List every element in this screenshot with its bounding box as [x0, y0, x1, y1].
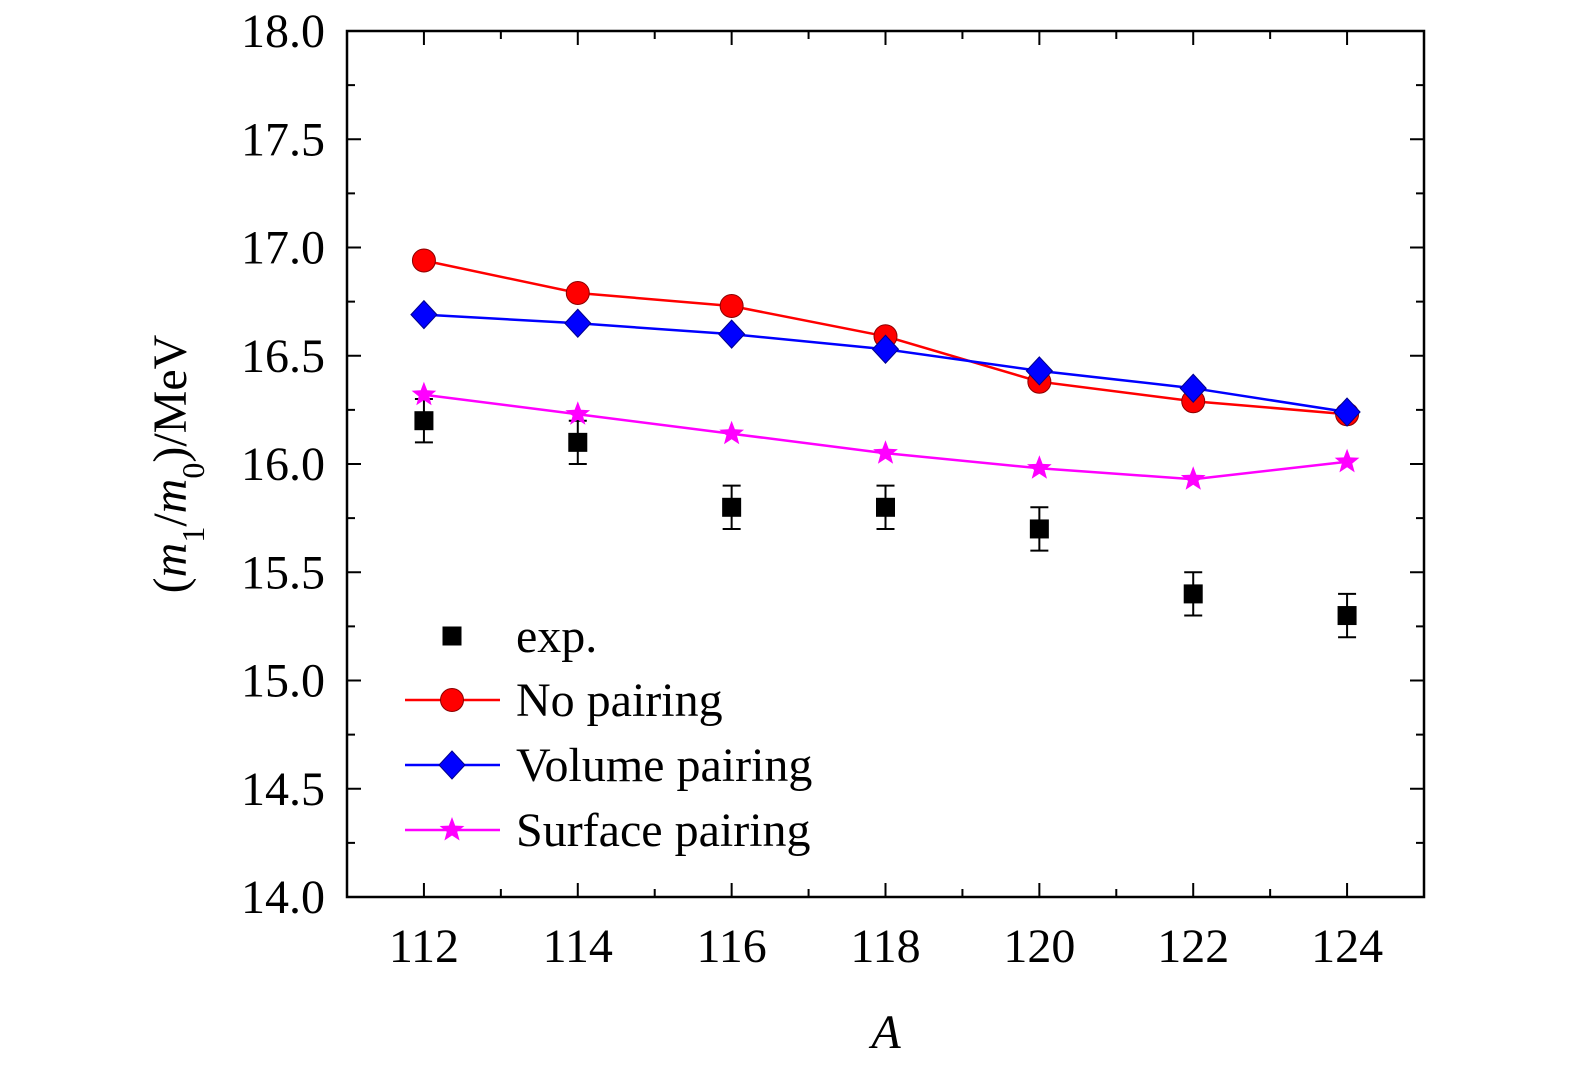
data-point: [1025, 356, 1054, 386]
x-tick-label: 122: [1157, 920, 1229, 973]
data-point: [719, 420, 744, 445]
x-tick-label: 112: [389, 920, 459, 973]
legend-marker: [438, 750, 466, 780]
x-tick-label: 114: [543, 920, 613, 973]
y-axis: 14.0 14.5 15.0 15.5 16.0 16.5 17.0 17.5 18.0: [241, 5, 1424, 924]
data-point: [410, 299, 438, 330]
y-axis-title: (m1/m0)/MeV: [144, 334, 211, 593]
series-line: [423, 393, 1348, 481]
data-point: [1029, 519, 1049, 539]
x-tick-label: 116: [697, 920, 767, 973]
y-tick-label: 16.5: [241, 330, 325, 383]
y-tick-label: 17.5: [241, 113, 325, 166]
y-tick-label: 16.0: [241, 438, 325, 491]
plot-marks: [410, 248, 1361, 639]
legend-label: Volume pairing: [516, 739, 812, 792]
y-tick-label: 17.0: [241, 222, 325, 275]
y-tick-label: 14.0: [241, 871, 325, 924]
series-exp: [414, 398, 1357, 639]
legend-marker: [439, 817, 465, 841]
data-point: [717, 319, 746, 349]
y-tick-label: 15.0: [241, 655, 325, 708]
x-tick-label: 118: [850, 920, 920, 973]
y-tick-label: 15.5: [241, 546, 325, 599]
data-point: [1180, 466, 1206, 490]
legend-marker: [440, 688, 464, 712]
x-tick-label: 120: [1003, 920, 1075, 973]
x-axis: 112 114 116 118 120 122 124: [346, 31, 1425, 973]
data-point: [1334, 448, 1360, 473]
data-point: [1027, 455, 1052, 479]
series-volume-pairing: [410, 299, 1361, 427]
legend-label: No pairing: [516, 674, 723, 727]
data-point: [568, 432, 588, 452]
data-point: [414, 411, 434, 431]
y-tick-label: 14.5: [241, 763, 325, 816]
data-point: [722, 497, 742, 517]
data-point: [871, 334, 900, 364]
series-surface-pairing: [411, 381, 1360, 490]
data-point: [1337, 606, 1357, 626]
data-point: [1179, 373, 1207, 403]
data-point: [873, 440, 898, 464]
data-point: [1183, 584, 1203, 604]
x-tick-label: 124: [1311, 920, 1383, 973]
data-point: [719, 293, 744, 318]
legend: exp. No pairing Volume pairing Surface pair…: [405, 610, 812, 857]
data-point: [1333, 397, 1361, 427]
data-point: [411, 248, 436, 273]
data-point: [564, 308, 592, 339]
legend-label: Surface pairing: [516, 804, 811, 857]
plot-frame: [345, 29, 1426, 899]
data-point: [565, 280, 590, 305]
data-point: [411, 381, 437, 406]
legend-label: exp.: [516, 610, 597, 663]
data-point: [565, 401, 591, 425]
y-tick-label: 18.0: [241, 5, 325, 58]
legend-marker: [442, 626, 462, 646]
data-point: [876, 497, 895, 517]
x-axis-title: A: [868, 1006, 901, 1059]
